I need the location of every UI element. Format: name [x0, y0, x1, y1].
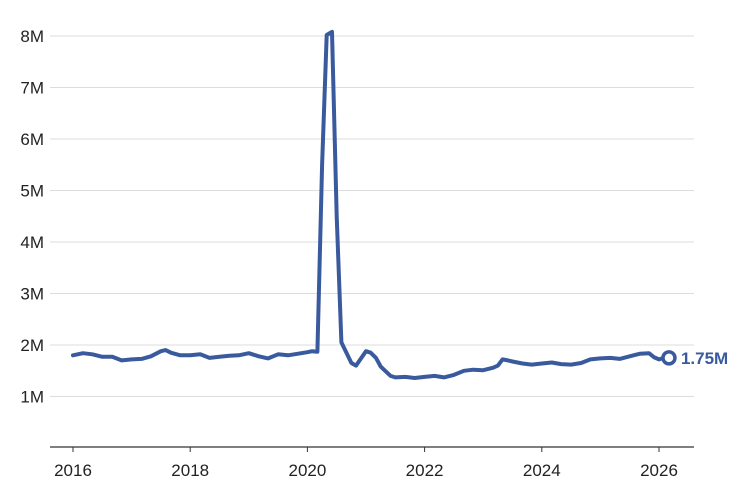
x-tick-label: 2026: [640, 461, 678, 480]
y-tick-label: 6M: [20, 130, 44, 149]
y-tick-label: 3M: [20, 285, 44, 304]
x-tick-label: 2022: [406, 461, 444, 480]
end-point-marker: [661, 350, 677, 366]
y-tick-label: 8M: [20, 27, 44, 46]
x-tick-label: 2020: [288, 461, 326, 480]
y-tick-label: 5M: [20, 182, 44, 201]
y-tick-label: 1M: [20, 388, 44, 407]
x-tick-label: 2024: [523, 461, 561, 480]
x-tick-label: 2016: [54, 461, 92, 480]
gridlines: [50, 35, 694, 397]
y-axis-tick-labels: 1M 2M 3M 4M 5M 6M 7M 8M: [20, 27, 44, 407]
x-axis-tick-labels: 2016 2018 2020 2022 2024 2026: [54, 447, 678, 480]
series-group: 1.75M: [71, 29, 728, 380]
y-tick-label: 2M: [20, 336, 44, 355]
end-value-label: 1.75M: [681, 349, 728, 368]
y-tick-label: 7M: [20, 79, 44, 98]
series-line: [71, 29, 671, 380]
x-tick-label: 2018: [171, 461, 209, 480]
y-tick-label: 4M: [20, 233, 44, 252]
